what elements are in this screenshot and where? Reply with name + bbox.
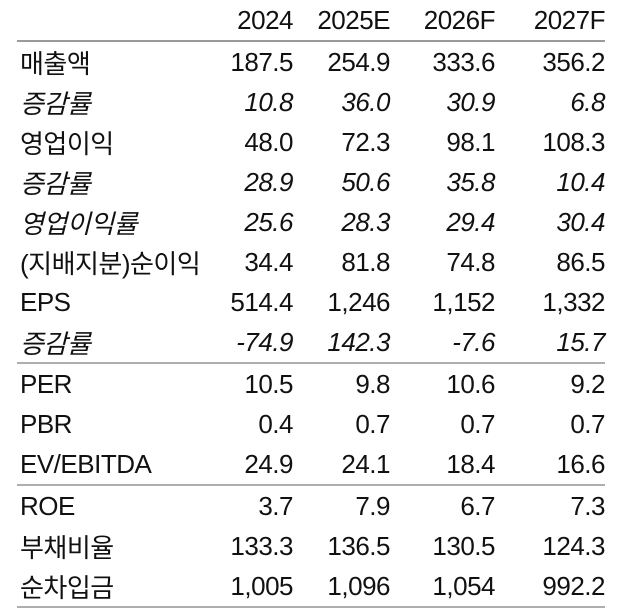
cell-value: 1,054 (432, 570, 495, 601)
header-cell-2027f: 2027F (533, 4, 606, 35)
cell-value: -74.9 (236, 326, 293, 357)
cell-value: 3.7 (258, 490, 293, 521)
row-label: PBR (20, 408, 72, 439)
table-row: 증감률 10.8 36.0 30.9 6.8 (17, 82, 606, 122)
cell-value: 0.7 (460, 408, 495, 439)
table-row: EPS 514.4 1,246 1,152 1,332 (17, 282, 606, 322)
row-label: 증감률 (20, 328, 91, 359)
cell-value: 50.6 (341, 166, 390, 197)
row-label: 매출액 (20, 48, 91, 79)
table-row: ROE 3.7 7.9 6.7 7.3 (17, 485, 606, 526)
cell-value: 29.4 (446, 206, 495, 237)
cell-value: 108.3 (542, 126, 605, 157)
header-cell-2026f: 2026F (423, 4, 496, 35)
financial-estimates-table: 2024 2025E 2026F 2027F 매출액 187.5 254.9 333.… (17, 0, 606, 608)
cell-value: 10.4 (556, 166, 605, 197)
cell-value: 7.3 (570, 490, 605, 521)
cell-value: 15.7 (556, 326, 605, 357)
cell-value: 86.5 (556, 246, 605, 277)
section-income-statement: 매출액 187.5 254.9 333.6 356.2 증감률 10.8 36.0 30.9 6.… (17, 41, 606, 363)
cell-value: 10.8 (244, 86, 293, 117)
row-label: 증감률 (20, 168, 91, 199)
cell-value: 130.5 (432, 530, 495, 561)
header-cell-2025e: 2025E (317, 4, 390, 35)
section-stability: ROE 3.7 7.9 6.7 7.3 부채비율 133.3 136.5 130.5 124.3 순… (17, 485, 606, 607)
section-valuation: PER 10.5 9.8 10.6 9.2 PBR 0.4 0.7 0.7 0.7 EV/EBITD… (17, 363, 606, 485)
row-label: 부채비율 (20, 532, 114, 563)
table-header: 2024 2025E 2026F 2027F (17, 0, 606, 41)
cell-value: 187.5 (230, 46, 293, 77)
header-cell-2024: 2024 (237, 4, 293, 35)
cell-value: 25.6 (244, 206, 293, 237)
cell-value: 10.6 (446, 368, 495, 399)
cell-value: 0.7 (570, 408, 605, 439)
row-label: EV/EBITDA (20, 448, 152, 479)
cell-value: 333.6 (432, 46, 495, 77)
header-row: 2024 2025E 2026F 2027F (17, 0, 606, 41)
cell-value: 7.9 (355, 490, 390, 521)
cell-value: 48.0 (244, 126, 293, 157)
table-row: PER 10.5 9.8 10.6 9.2 (17, 363, 606, 404)
row-label: EPS (20, 286, 71, 317)
row-label: 순차입금 (20, 572, 114, 603)
cell-value: 1,332 (542, 286, 605, 317)
cell-value: 133.3 (230, 530, 293, 561)
cell-value: 72.3 (341, 126, 390, 157)
table-row: 부채비율 133.3 136.5 130.5 124.3 (17, 526, 606, 566)
cell-value: -7.6 (452, 326, 495, 357)
cell-value: 30.9 (446, 86, 495, 117)
cell-value: 74.8 (446, 246, 495, 277)
cell-value: 136.5 (327, 530, 390, 561)
cell-value: 6.7 (460, 490, 495, 521)
cell-value: 254.9 (327, 46, 390, 77)
table-row: (지배지분)순이익 34.4 81.8 74.8 86.5 (17, 242, 606, 282)
header-cell-blank (17, 0, 207, 41)
table-row: EV/EBITDA 24.9 24.1 18.4 16.6 (17, 444, 606, 485)
table-row: 매출액 187.5 254.9 333.6 356.2 (17, 41, 606, 82)
cell-value: 0.4 (258, 408, 293, 439)
cell-value: 992.2 (542, 570, 605, 601)
row-label: 영업이익 (20, 128, 114, 159)
row-label: PER (20, 368, 72, 399)
row-label: 증감률 (20, 88, 91, 119)
table-row: 영업이익률 25.6 28.3 29.4 30.4 (17, 202, 606, 242)
cell-value: 142.3 (327, 326, 390, 357)
cell-value: 16.6 (556, 448, 605, 479)
cell-value: 9.8 (355, 368, 390, 399)
cell-value: 35.8 (446, 166, 495, 197)
cell-value: 1,096 (327, 570, 390, 601)
table-row: 증감률 -74.9 142.3 -7.6 15.7 (17, 322, 606, 363)
cell-value: 24.1 (341, 448, 390, 479)
cell-value: 81.8 (341, 246, 390, 277)
financial-estimates-table-wrap: 2024 2025E 2026F 2027F 매출액 187.5 254.9 333.… (17, 0, 607, 608)
cell-value: 9.2 (570, 368, 605, 399)
cell-value: 24.9 (244, 448, 293, 479)
cell-value: 1,152 (432, 286, 495, 317)
cell-value: 6.8 (570, 86, 605, 117)
cell-value: 124.3 (542, 530, 605, 561)
cell-value: 98.1 (446, 126, 495, 157)
cell-value: 514.4 (230, 286, 293, 317)
cell-value: 10.5 (244, 368, 293, 399)
row-label: (지배지분)순이익 (20, 248, 201, 279)
row-label: ROE (20, 490, 75, 521)
cell-value: 0.7 (355, 408, 390, 439)
table-row: PBR 0.4 0.7 0.7 0.7 (17, 404, 606, 444)
cell-value: 36.0 (341, 86, 390, 117)
cell-value: 28.3 (341, 206, 390, 237)
cell-value: 18.4 (446, 448, 495, 479)
row-label: 영업이익률 (20, 208, 138, 239)
table-row: 영업이익 48.0 72.3 98.1 108.3 (17, 122, 606, 162)
table-row: 순차입금 1,005 1,096 1,054 992.2 (17, 566, 606, 607)
cell-value: 28.9 (244, 166, 293, 197)
table-row: 증감률 28.9 50.6 35.8 10.4 (17, 162, 606, 202)
cell-value: 1,246 (327, 286, 390, 317)
cell-value: 1,005 (230, 570, 293, 601)
cell-value: 356.2 (542, 46, 605, 77)
cell-value: 30.4 (556, 206, 605, 237)
cell-value: 34.4 (244, 246, 293, 277)
